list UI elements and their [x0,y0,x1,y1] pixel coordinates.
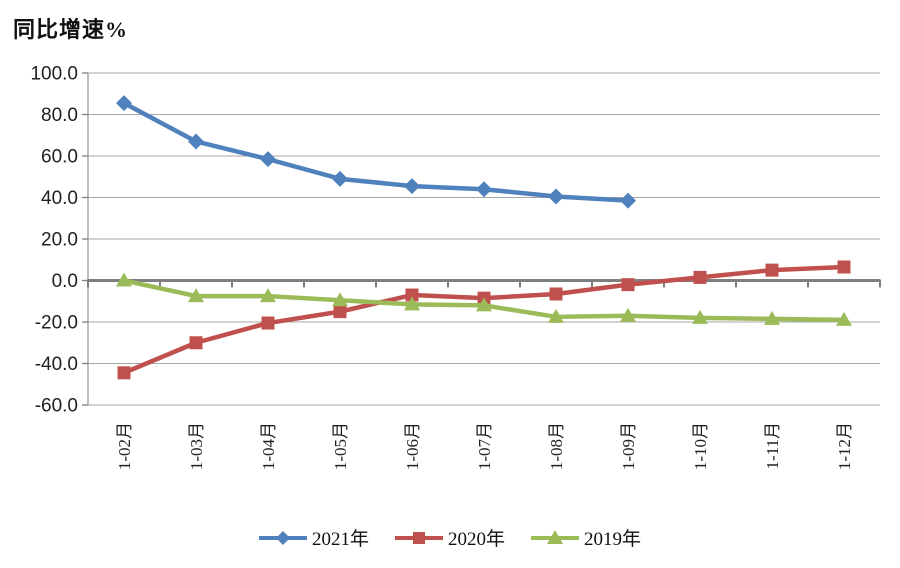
square-marker-icon [189,336,203,350]
series-line-2021年 [121,100,631,203]
x-tick-label: 1-06月 [403,422,422,470]
x-tick-label: 1-10月 [691,422,710,470]
x-tick-label: 1-07月 [475,422,494,470]
y-tick-label: -60.0 [35,396,78,417]
diamond-marker-icon [116,95,132,112]
square-marker-icon [837,260,851,274]
legend-label-2021: 2021年 [311,529,369,550]
square-marker-icon [549,287,563,301]
diamond-marker-icon [548,188,564,205]
square-marker-icon [693,270,707,284]
square-marker-icon [621,278,635,292]
y-tick-label: 60.0 [41,147,78,168]
x-tick-label: 1-02月 [115,422,134,470]
triangle-marker-icon [764,310,780,325]
diamond-marker-icon [260,151,276,168]
square-marker-icon [333,305,347,319]
triangle-marker-icon [620,307,636,322]
x-tick-label: 1-08月 [547,422,566,470]
legend-label-2019: 2019年 [584,529,642,550]
diamond-marker-icon [188,133,204,150]
x-tick-label: 1-11月 [763,422,782,470]
legend-item-2021: 2021年 [258,524,369,551]
square-marker-icon [405,288,419,302]
x-tick-label: 1-09月 [619,422,638,470]
triangle-marker-icon [404,296,420,311]
triangle-marker-icon [476,297,492,312]
x-tick-label: 1-05月 [331,422,350,470]
y-tick-label: 20.0 [41,230,78,251]
chart-title: 同比增速% [13,17,129,42]
diamond-marker-icon [620,192,636,209]
y-tick-label: -20.0 [35,313,78,334]
diamond-marker-icon [476,181,492,198]
diamond-marker-icon [404,178,420,195]
y-tick-label: -40.0 [35,354,78,375]
diamond-marker-icon [332,170,348,187]
triangle-marker-icon [548,308,564,323]
square-marker-icon [261,316,275,330]
triangle-marker-icon [188,288,204,303]
y-tick-label: 80.0 [41,105,78,126]
square-marker-icon [117,366,131,380]
legend-item-2020: 2020年 [394,524,505,551]
y-tick-label: 40.0 [41,188,78,209]
legend: 2021年 2020年 2019年 [0,524,900,551]
y-tick-label: 100.0 [30,64,78,85]
triangle-marker-icon [692,309,708,324]
triangle-marker-icon [531,529,579,544]
square-marker-icon [765,263,779,277]
y-tick-label: 0.0 [52,271,78,292]
diamond-marker-icon [258,530,307,545]
legend-label-2020: 2020年 [447,529,505,550]
x-tick-label: 1-03月 [187,422,206,470]
triangle-marker-icon [836,311,852,326]
square-marker-icon [394,531,443,544]
triangle-marker-icon [260,288,276,303]
x-tick-label: 1-04月 [259,422,278,470]
triangle-marker-icon [116,272,132,287]
x-tick-label: 1-12月 [835,422,854,470]
legend-item-2019: 2019年 [531,524,641,551]
plot-area: 100.0 80.0 60.0 40.0 20.0 0.0 -20.0 -40.0 -60.0 1… [30,64,881,470]
triangle-marker-icon [332,292,348,307]
